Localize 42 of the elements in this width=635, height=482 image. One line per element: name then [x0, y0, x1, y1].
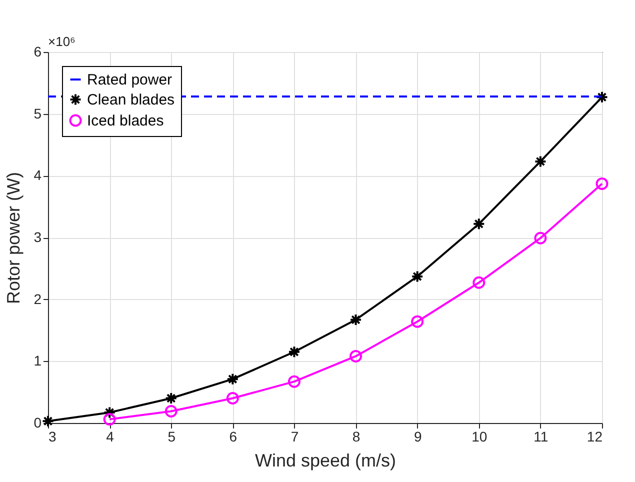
- point: [164, 392, 178, 405]
- x-tick-label: 4: [106, 428, 114, 444]
- y-tick-label: 5: [34, 105, 42, 122]
- x-tick-label: 8: [352, 428, 360, 444]
- x-tick-label: 3: [48, 428, 56, 444]
- point: [103, 413, 116, 426]
- y-tick-label: 2: [34, 290, 42, 307]
- point: [411, 315, 424, 328]
- x-tick-label: 11: [534, 428, 548, 444]
- point: [288, 346, 300, 358]
- point: [164, 405, 178, 418]
- x-tick-label: 5: [168, 428, 176, 444]
- point: [226, 392, 239, 404]
- point: [350, 350, 362, 362]
- point: [350, 313, 362, 326]
- y-tick-label: 6: [34, 44, 42, 60]
- point: [596, 177, 608, 190]
- point: [103, 406, 116, 419]
- point: [534, 232, 547, 244]
- legend-label: Rated power: [87, 72, 172, 88]
- point: [226, 372, 239, 386]
- y-tick-label: 1: [34, 352, 42, 369]
- x-tick-label: 10: [472, 428, 488, 444]
- point: [534, 155, 547, 168]
- point: [288, 375, 300, 388]
- y-tick-label: 0: [34, 414, 42, 430]
- y-tick-label: 4: [34, 167, 42, 184]
- point: [472, 218, 486, 230]
- x-tick-label: 12: [586, 428, 603, 444]
- x-tick-label: 7: [290, 428, 299, 444]
- text: ×10⁶: [48, 34, 76, 49]
- x-tick-label: 6: [229, 428, 238, 444]
- point: [596, 90, 608, 104]
- x-tick-label: 9: [414, 428, 422, 444]
- legend-label: Iced blades: [87, 112, 164, 130]
- y-tick-label: 3: [34, 229, 42, 245]
- point: [411, 270, 424, 283]
- point: [472, 276, 486, 289]
- point: [42, 414, 54, 428]
- x-axis-title: Wind speed (m/s): [254, 450, 396, 470]
- y-axis-title: Rotor power (W): [4, 172, 24, 304]
- legend-label: Clean blades: [87, 92, 175, 108]
